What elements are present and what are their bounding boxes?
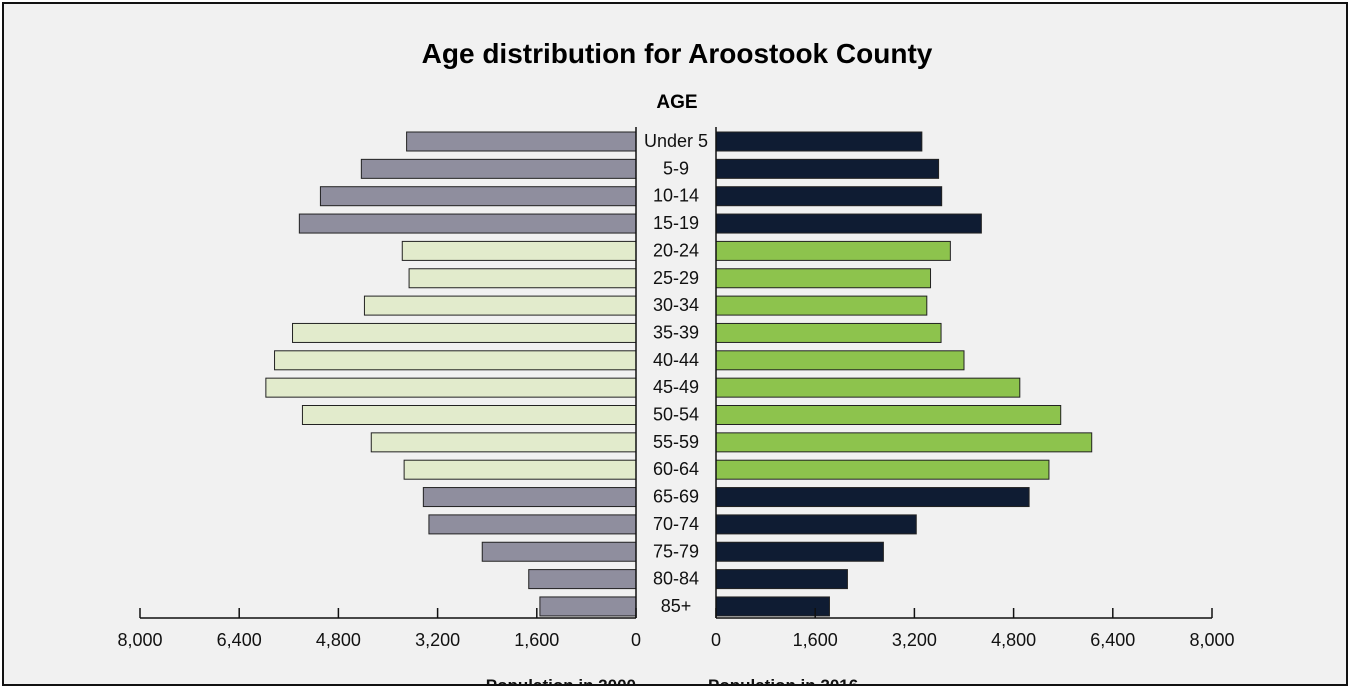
bar-2016: [715, 377, 1021, 398]
bar-2016: [715, 514, 917, 535]
right-tick-label: 6,400: [1090, 630, 1135, 650]
bar-2016: [715, 569, 848, 590]
right-tick-label: 3,200: [892, 630, 937, 650]
bar-2000: [401, 240, 637, 261]
axes-group: 8,000 6,400 4,800 3,200 1,600 0 Population in …: [117, 127, 1235, 686]
left-tick-label: 3,200: [415, 630, 460, 650]
left-tick-label: 8,000: [117, 630, 162, 650]
category-axis-title: AGE: [656, 92, 698, 113]
bar-2000: [298, 213, 637, 234]
bar-2000: [528, 569, 637, 590]
bar-2016: [715, 596, 830, 617]
left-axis-title: Population in 2000: [486, 676, 636, 686]
category-label: 40-44: [653, 350, 699, 370]
category-label: 65-69: [653, 487, 699, 507]
left-tick-label: 6,400: [217, 630, 262, 650]
bar-2000: [360, 158, 637, 179]
bar-2000: [292, 322, 637, 343]
right-tick-label: 0: [711, 630, 721, 650]
category-label: 60-64: [653, 459, 699, 479]
category-labels-group: Under 5 5-9 10-14 15-19 20-24 25-29 30-34 35-39…: [644, 131, 708, 616]
bar-2016: [715, 459, 1050, 480]
left-bars-group: [265, 131, 637, 617]
bar-2000: [422, 487, 637, 508]
bar-2016: [715, 131, 923, 152]
bar-2000: [481, 541, 637, 562]
category-label: 55-59: [653, 432, 699, 452]
category-label: 10-14: [653, 186, 699, 206]
right-axis-title: Population in 2016: [708, 676, 858, 686]
bar-2016: [715, 268, 932, 289]
bar-2016: [715, 295, 928, 316]
left-tick-label: 4,800: [316, 630, 361, 650]
bar-2016: [715, 541, 884, 562]
category-label: 70-74: [653, 514, 699, 534]
bar-2000: [319, 186, 637, 207]
category-label: 80-84: [653, 569, 699, 589]
bar-2016: [715, 213, 982, 234]
population-pyramid: Under 5 5-9 10-14 15-19 20-24 25-29 30-34 35-39…: [117, 127, 1235, 686]
category-label: 30-34: [653, 295, 699, 315]
bar-2016: [715, 240, 951, 261]
bar-2016: [715, 158, 940, 179]
category-label: 15-19: [653, 213, 699, 233]
right-tick-label: 4,800: [991, 630, 1036, 650]
bar-2000: [363, 295, 637, 316]
bar-2016: [715, 350, 965, 371]
left-tick-label: 1,600: [514, 630, 559, 650]
chart-title: Age distribution for Aroostook County: [421, 38, 933, 69]
bar-2016: [715, 487, 1030, 508]
right-bars-group: [715, 131, 1093, 617]
bar-2000: [408, 268, 637, 289]
right-tick-label: 1,600: [793, 630, 838, 650]
right-tick-label: 8,000: [1189, 630, 1234, 650]
category-label: 85+: [661, 596, 692, 616]
category-label: 5-9: [663, 158, 689, 178]
bar-2000: [406, 131, 637, 152]
bar-2016: [715, 322, 942, 343]
left-tick-label: 0: [631, 630, 641, 650]
bar-2000: [403, 459, 637, 480]
category-label: 45-49: [653, 377, 699, 397]
category-label: Under 5: [644, 131, 708, 151]
category-label: 25-29: [653, 268, 699, 288]
bar-2000: [274, 350, 637, 371]
category-label: 75-79: [653, 541, 699, 561]
bar-2016: [715, 186, 943, 207]
bar-2000: [301, 405, 637, 425]
bar-2000: [370, 432, 637, 453]
bar-2016: [715, 432, 1093, 453]
category-label: 50-54: [653, 405, 699, 425]
bar-2016: [715, 405, 1062, 425]
bar-2000: [265, 377, 637, 398]
bar-2000: [539, 596, 637, 617]
category-label: 35-39: [653, 322, 699, 342]
bar-2000: [428, 514, 637, 535]
category-label: 20-24: [653, 240, 699, 260]
